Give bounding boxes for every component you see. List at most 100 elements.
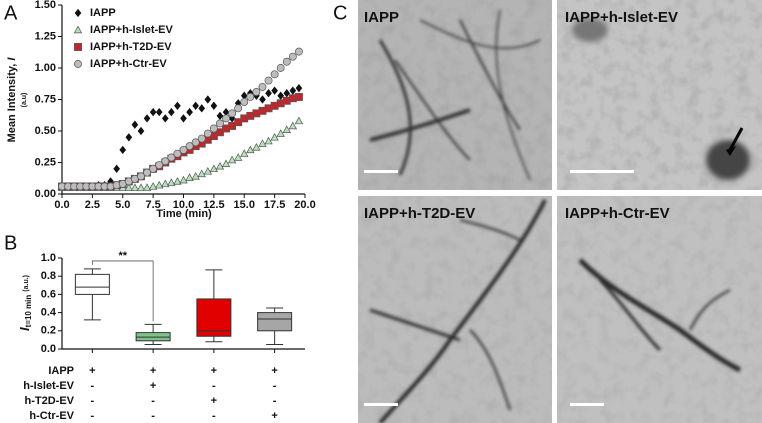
marker xyxy=(209,164,219,173)
marker xyxy=(185,173,194,181)
marker xyxy=(264,136,273,145)
marker xyxy=(173,149,182,158)
condition-sign: - xyxy=(91,380,95,392)
condition-sign: - xyxy=(212,410,216,422)
marker xyxy=(204,95,212,104)
x-tick-label: 0.0 xyxy=(54,199,69,211)
panel-label: A xyxy=(4,2,18,24)
marker xyxy=(282,125,291,133)
image-label: IAPP+h-Ctr-EV xyxy=(565,205,670,222)
y-tick-label: 0.6 xyxy=(41,288,56,300)
micrograph xyxy=(557,0,762,190)
marker xyxy=(215,119,224,128)
marker xyxy=(155,107,163,117)
legend-label: IAPP+h-Ctr-EV xyxy=(90,58,167,70)
marker xyxy=(113,164,121,173)
marker xyxy=(173,177,182,185)
legend-label: IAPP+h-T2D-EV xyxy=(90,41,172,53)
marker xyxy=(234,104,243,113)
condition-label: h-Islet-EV xyxy=(23,380,74,392)
marker xyxy=(233,153,243,161)
image-label: IAPP xyxy=(364,9,399,26)
condition-sign: + xyxy=(150,380,156,392)
marker xyxy=(191,172,200,180)
y-tick-label: 0.75 xyxy=(35,93,56,105)
marker xyxy=(221,159,231,167)
y-tick-label: 1.00 xyxy=(35,62,56,74)
significance-label: ** xyxy=(118,250,127,262)
marker xyxy=(246,145,255,154)
marker xyxy=(240,149,249,157)
marker xyxy=(259,95,266,104)
condition-sign: - xyxy=(151,410,155,422)
condition-sign: - xyxy=(273,395,277,407)
marker xyxy=(240,98,249,106)
marker xyxy=(283,89,291,98)
y-tick-label: 0.4 xyxy=(41,307,57,319)
marker xyxy=(294,93,303,101)
marker xyxy=(277,91,285,100)
condition-sign: - xyxy=(273,380,277,392)
marker xyxy=(228,109,237,118)
marker xyxy=(294,116,304,125)
marker xyxy=(289,86,297,95)
marker xyxy=(203,166,212,175)
marker xyxy=(143,168,151,177)
condition-label: h-T2D-EV xyxy=(25,395,75,407)
marker xyxy=(270,70,279,79)
y-axis-title: It=10 min (a.u.) xyxy=(17,275,33,331)
marker xyxy=(258,139,267,147)
marker xyxy=(119,145,127,155)
marker xyxy=(227,155,237,164)
image-label: IAPP+h-T2D-EV xyxy=(364,205,475,222)
marker xyxy=(161,179,170,188)
marker xyxy=(282,57,291,66)
marker xyxy=(276,64,285,72)
marker xyxy=(203,129,212,138)
axis xyxy=(61,258,305,350)
marker xyxy=(137,172,145,181)
y-tick-label: 0.00 xyxy=(35,188,56,200)
y-axis-title-text: Mean Intensity, xyxy=(6,64,18,143)
marker xyxy=(191,138,200,147)
marker xyxy=(149,164,158,173)
marker xyxy=(216,111,224,121)
x-tick-label: 7.5 xyxy=(145,199,160,211)
marker xyxy=(179,145,188,154)
marker xyxy=(197,134,206,143)
marker xyxy=(198,104,206,113)
marker xyxy=(124,183,134,191)
legend-marker xyxy=(74,43,82,51)
marker xyxy=(161,114,169,123)
marker xyxy=(149,107,157,117)
marker xyxy=(179,175,188,184)
image-label: IAPP+h-Islet-EV xyxy=(565,9,678,26)
marker xyxy=(246,93,255,101)
marker xyxy=(168,107,175,117)
marker xyxy=(192,101,199,110)
box xyxy=(196,298,232,337)
marker xyxy=(215,161,225,170)
x-tick-label: 15.0 xyxy=(234,199,255,211)
condition-sign: + xyxy=(150,365,156,377)
y-tick-label: 0.25 xyxy=(35,156,56,168)
x-axis-title: Time (min) xyxy=(156,208,212,220)
legend-marker xyxy=(74,8,82,18)
marker xyxy=(222,114,230,123)
y-axis-unit: (a.u) xyxy=(21,93,28,108)
y-tick-label: 0.0 xyxy=(41,343,56,355)
x-tick-label: 5.0 xyxy=(115,199,130,211)
marker xyxy=(258,82,267,91)
marker xyxy=(294,47,303,56)
marker xyxy=(161,157,170,166)
significance-bracket xyxy=(91,260,154,322)
marker xyxy=(186,107,193,117)
marker xyxy=(143,114,151,123)
y-tick-label: 1.50 xyxy=(35,0,56,11)
y-tick-label: 0.8 xyxy=(41,270,56,282)
marker xyxy=(271,86,278,95)
condition-sign: + xyxy=(211,395,217,407)
y-axis-unit: (a.u.) xyxy=(23,275,30,292)
condition-sign: + xyxy=(271,365,277,377)
